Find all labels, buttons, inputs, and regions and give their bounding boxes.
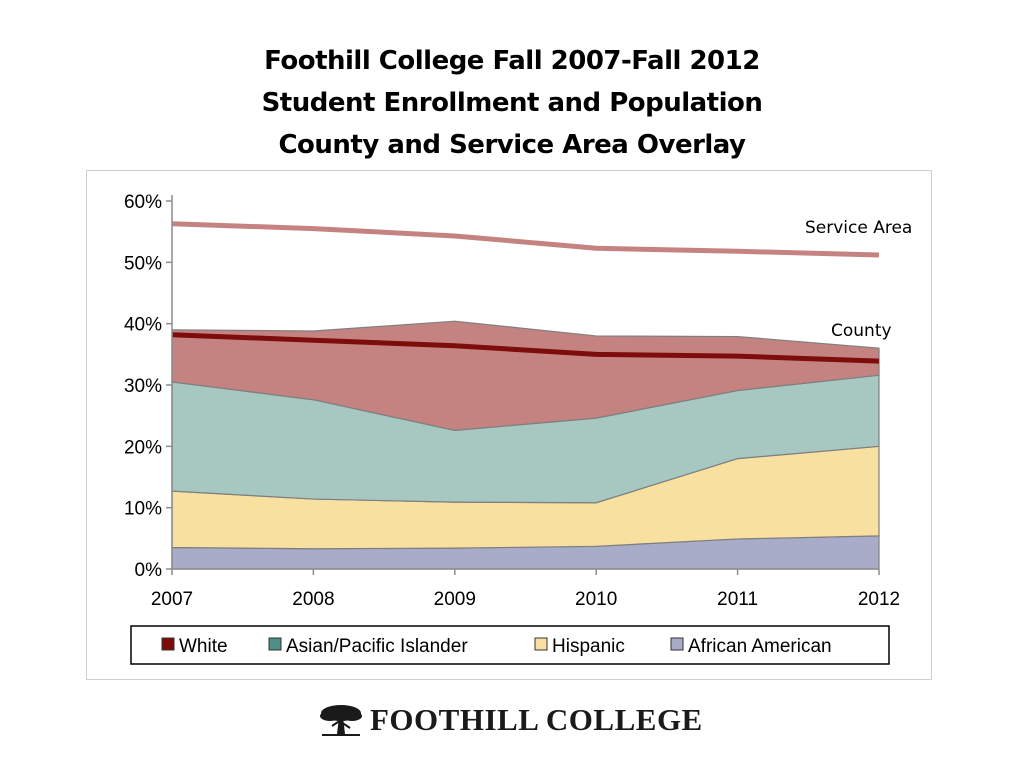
- annotation-service-area: Service Area: [805, 218, 912, 238]
- area-white: [171, 320, 880, 431]
- y-tick-label: 40%: [124, 315, 162, 336]
- legend-label: White: [179, 636, 228, 657]
- logo-text: FOOTHILL COLLEGE: [370, 702, 703, 737]
- foothill-logo: FOOTHILL COLLEGE: [318, 700, 718, 740]
- annotation-county: County: [831, 321, 892, 341]
- title-line-3: County and Service Area Overlay: [278, 130, 746, 160]
- x-tick-label: 2007: [151, 589, 193, 610]
- legend-swatch: [534, 637, 548, 651]
- x-tick-label: 2012: [858, 589, 900, 610]
- x-tick-label: 2010: [575, 589, 617, 610]
- axes: 0% 10% 20% 30% 40% 50% 60% 2007 2008 2009 2010 2011…: [124, 192, 900, 610]
- line-service-area: [171, 221, 880, 258]
- chart-svg: 0% 10% 20% 30% 40% 50% 60% 2007 2008 2009 2010 2011…: [124, 192, 912, 665]
- y-tick-label: 0%: [135, 560, 163, 581]
- y-tick-label: 60%: [124, 192, 162, 213]
- chart-frame: 0% 10% 20% 30% 40% 50% 60% 2007 2008 2009 2010 2011…: [86, 170, 932, 680]
- legend-box: [130, 625, 890, 665]
- legend-swatch: [161, 637, 175, 651]
- y-tick-label: 20%: [124, 437, 162, 458]
- x-tick-label: 2011: [717, 589, 758, 610]
- line-county: [171, 332, 880, 364]
- y-tick-label: 10%: [124, 499, 162, 520]
- oak-tree-icon: [320, 705, 362, 736]
- y-tick-label: 50%: [124, 253, 162, 274]
- legend-label: Asian/Pacific Islander: [286, 636, 468, 657]
- x-tick-label: 2008: [292, 589, 334, 610]
- overlay-lines: [171, 221, 880, 364]
- legend-label: Hispanic: [552, 636, 625, 657]
- annotations: Service Area County: [805, 218, 912, 341]
- legend-swatch: [268, 637, 282, 651]
- chart-title: Foothill College Fall 2007-Fall 2012 Stu…: [0, 40, 1024, 166]
- legend-swatch: [670, 637, 684, 651]
- title-line-2: Student Enrollment and Population: [261, 88, 763, 118]
- area-layers: [171, 320, 880, 570]
- title-line-1: Foothill College Fall 2007-Fall 2012: [264, 46, 760, 76]
- legend-label: African American: [688, 636, 832, 657]
- y-tick-label: 30%: [124, 376, 162, 397]
- x-tick-label: 2009: [434, 589, 476, 610]
- legend: White Asian/Pacific Islander Hispanic Afric…: [130, 625, 890, 665]
